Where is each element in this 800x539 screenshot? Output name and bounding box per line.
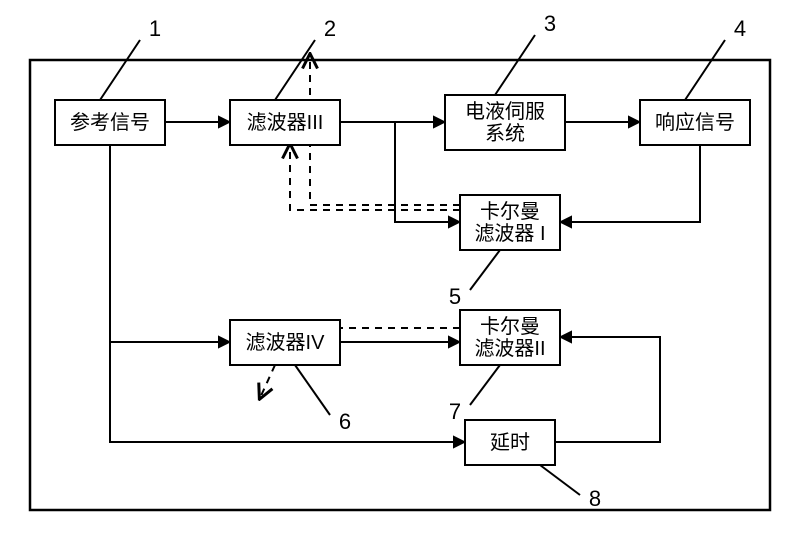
arrow-dashed-0 xyxy=(290,145,460,210)
box-label-b1-0: 参考信号 xyxy=(70,111,150,134)
box-label-b7-0: 卡尔曼 xyxy=(480,315,540,338)
box-label-b3-0: 电液伺服 xyxy=(465,100,545,123)
box-label-b8-0: 延时 xyxy=(490,431,530,454)
arrow-solid-3 xyxy=(560,145,700,222)
box-label-b5-1: 滤波器 I xyxy=(474,222,545,245)
callout-number-n2: 2 xyxy=(324,16,336,41)
box-label-b2-0: 滤波器III xyxy=(247,111,324,134)
box-label-b4-0: 响应信号 xyxy=(655,111,735,134)
callout-line-n3 xyxy=(495,35,535,95)
arrow-solid-8 xyxy=(555,337,660,442)
callout-line-n6 xyxy=(295,365,330,415)
arrow-dashed-3 xyxy=(260,365,275,398)
box-label-b5-0: 卡尔曼 xyxy=(480,200,540,223)
callout-number-n3: 3 xyxy=(544,11,556,36)
callout-number-n8: 8 xyxy=(589,486,601,511)
callout-line-n8 xyxy=(540,465,580,495)
callout-line-n4 xyxy=(685,40,725,100)
box-label-b6-0: 滤波器IV xyxy=(246,331,326,354)
box-label-b7-1: 滤波器II xyxy=(474,337,545,360)
callout-number-n4: 4 xyxy=(734,16,746,41)
callout-number-n6: 6 xyxy=(339,409,351,434)
callout-line-n1 xyxy=(100,40,140,100)
callout-line-n5 xyxy=(470,250,500,290)
callout-number-n7: 7 xyxy=(449,399,461,424)
callout-line-n7 xyxy=(470,365,500,405)
arrow-solid-5 xyxy=(110,145,230,342)
callout-number-n5: 5 xyxy=(449,284,461,309)
callout-number-n1: 1 xyxy=(149,16,161,41)
box-label-b3-1: 系统 xyxy=(485,122,525,145)
